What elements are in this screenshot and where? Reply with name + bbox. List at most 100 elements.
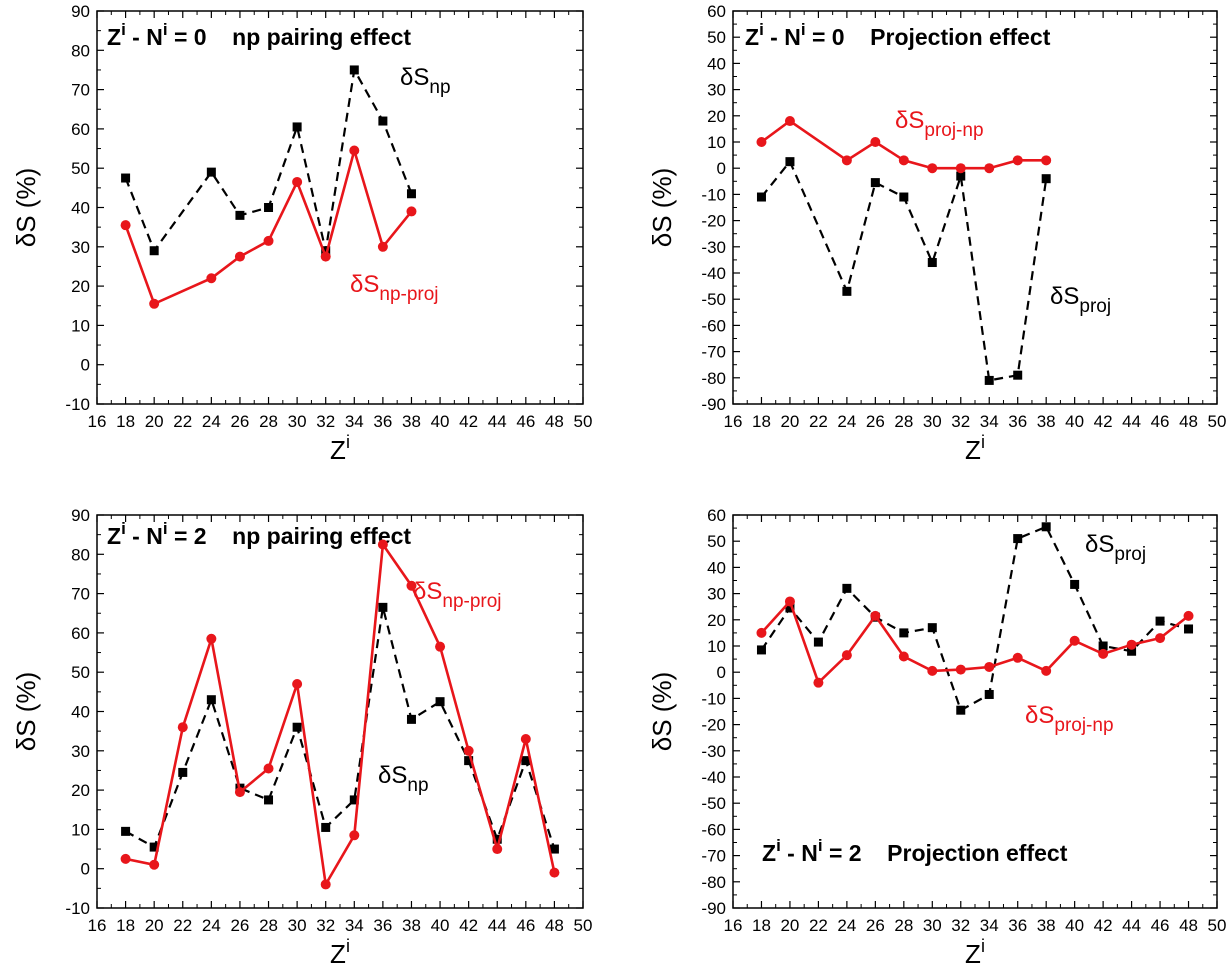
data-point-circle (435, 641, 446, 652)
data-point-square (292, 122, 302, 132)
data-point-square (984, 375, 994, 385)
y-axis-title: δS (%) (647, 168, 677, 247)
x-tick-label: 40 (1065, 916, 1084, 935)
data-point-square (813, 637, 823, 647)
data-point-circle (1069, 635, 1080, 646)
y-axis-title: δS (%) (647, 672, 677, 751)
x-tick-label: 36 (1008, 412, 1027, 431)
data-point-square (435, 697, 445, 707)
y-tick-label: 60 (71, 624, 90, 643)
data-point-circle (406, 580, 417, 591)
series-line-np (124, 66, 413, 253)
x-tick-label: 42 (1094, 916, 1113, 935)
x-tick-label: 34 (345, 916, 364, 935)
x-tick-label: 16 (724, 412, 743, 431)
series-label-sub: proj-np (1054, 715, 1113, 736)
y-tick-label: 10 (707, 637, 726, 656)
data-point-square (1098, 641, 1108, 651)
data-point-square (756, 192, 766, 202)
x-tick-label: 22 (173, 412, 192, 431)
data-point-square (785, 157, 795, 167)
y-tick-label: 50 (707, 28, 726, 47)
data-point-square (406, 714, 416, 724)
x-tick-label: 26 (866, 412, 885, 431)
series-label-sub: np-proj (442, 591, 501, 612)
x-tick-label: 50 (574, 412, 593, 431)
x-tick-label: 44 (488, 916, 507, 935)
data-point-circle (784, 116, 795, 127)
data-point-square (464, 756, 474, 766)
x-tick-label: 38 (1037, 916, 1056, 935)
chart-panel-3: 16 18 20 22 24 26 28 30 32 34 36 38 40 42 44 46 48 50 -10 0… (11, 506, 592, 969)
data-point-circle (870, 137, 881, 147)
data-point-circle (292, 176, 303, 187)
x-tick-label: 26 (230, 412, 249, 431)
series-label-sub: np (429, 77, 450, 98)
y-tick-label: 60 (707, 506, 726, 525)
x-tick-label: 48 (545, 916, 564, 935)
data-point-square (956, 705, 966, 715)
data-point-square (842, 286, 852, 296)
x-tick-label: 28 (259, 412, 278, 431)
data-point-circle (1183, 610, 1194, 621)
data-point-circle (206, 273, 217, 284)
x-tick-label: 26 (230, 916, 249, 935)
x-tick-label: 42 (1094, 412, 1113, 431)
data-point-square (1013, 370, 1023, 380)
chart-panel-1: 16 18 20 22 24 26 28 30 32 34 36 38 40 42 44 46 48 50 -10 0… (11, 2, 592, 465)
y-tick-label: 0 (717, 159, 726, 178)
x-tick-label: 20 (780, 916, 799, 935)
y-axis-title: δS (%) (11, 672, 41, 751)
data-point-square (378, 602, 388, 612)
data-point-square (149, 842, 159, 852)
y-tick-label: 40 (707, 558, 726, 577)
title-z-sup: i (121, 20, 126, 39)
x-axis-title-sup: i (981, 936, 985, 956)
title-n: - N (126, 523, 163, 549)
series-label-np: δSnp (378, 762, 429, 796)
series-label-sub: np-proj (379, 284, 438, 305)
data-point-circle (813, 677, 824, 688)
data-point-circle (292, 678, 303, 689)
y-tick-label: -10 (701, 185, 726, 204)
title-effect: = 0 Projection effect (806, 24, 1051, 50)
x-axis-title: Zi (330, 432, 350, 465)
title-z: Z (107, 24, 121, 50)
data-point-circle (756, 627, 767, 638)
x-tick-label: 34 (980, 412, 999, 431)
x-tick-label: 50 (1208, 412, 1227, 431)
y-tick-label: 20 (71, 781, 90, 800)
data-point-square (984, 689, 994, 699)
data-point-circle (234, 787, 245, 798)
title-n-sup: i (818, 836, 823, 855)
x-tick-label: 24 (202, 916, 221, 935)
series-label-main: δS (400, 64, 429, 91)
x-axis-title: Zi (965, 936, 985, 969)
x-tick-label: 28 (894, 412, 913, 431)
data-point-square (349, 795, 359, 805)
data-point-square (264, 203, 274, 212)
x-tick-label: 30 (923, 412, 942, 431)
y-tick-label: 90 (71, 2, 90, 21)
y-tick-label: -10 (65, 899, 90, 918)
x-axis-title: Zi (965, 432, 985, 465)
x-axis-title-main: Z (330, 939, 346, 969)
y-tick-label: -40 (701, 768, 726, 787)
data-point-circle (320, 879, 331, 890)
data-point-square (1070, 579, 1080, 589)
data-point-square (206, 695, 216, 705)
data-point-square (321, 822, 331, 832)
title-n-sup: i (801, 20, 806, 39)
y-tick-label: 60 (71, 120, 90, 139)
plot-frame (96, 514, 584, 909)
title-n-sup: i (163, 519, 168, 538)
x-tick-label: 50 (574, 916, 593, 935)
plot-frame (732, 10, 1218, 405)
data-point-circle (349, 145, 360, 156)
x-axis-title: Zi (330, 936, 350, 969)
x-tick-label: 38 (402, 916, 421, 935)
data-point-circle (492, 844, 503, 855)
data-point-square (899, 628, 909, 638)
y-tick-label: -40 (701, 264, 726, 283)
y-tick-label: 50 (707, 532, 726, 551)
